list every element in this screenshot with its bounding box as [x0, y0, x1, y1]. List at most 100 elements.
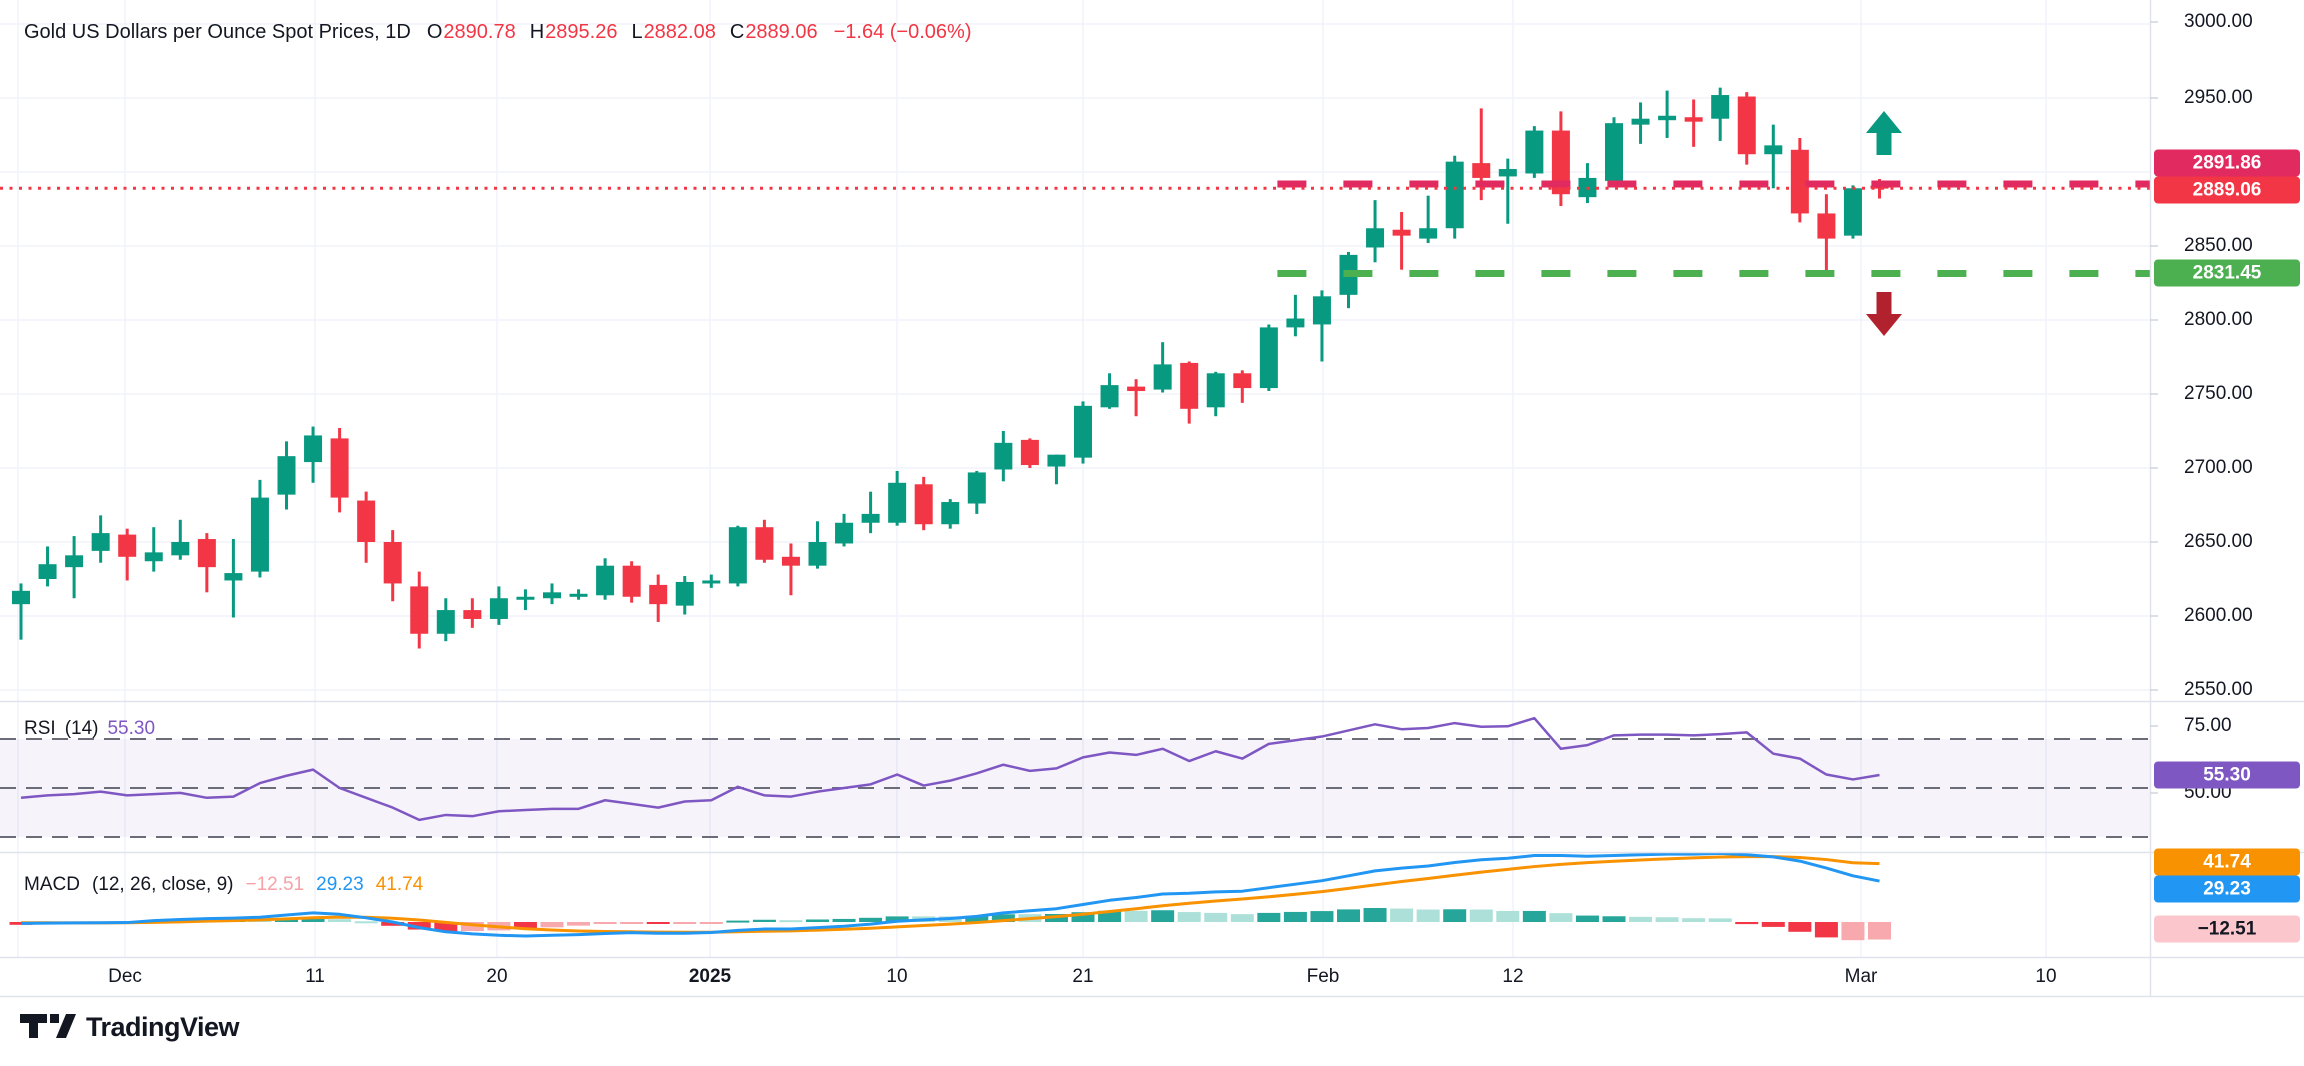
- time-axis-label: 10: [2035, 966, 2057, 987]
- candlestick: [1737, 96, 1756, 155]
- candlestick: [1472, 163, 1491, 178]
- macd-histogram-bar: [593, 922, 617, 924]
- candlestick: [277, 456, 296, 495]
- signal-arrow-down: [1866, 292, 1902, 336]
- candlestick: [781, 556, 800, 566]
- macd-histogram-bar: [513, 922, 537, 930]
- candlestick: [569, 593, 588, 597]
- candlestick: [728, 527, 747, 584]
- rsi-value-badge: 55.30: [2154, 761, 2300, 789]
- candlestick: [463, 610, 482, 619]
- macd-histogram-bar: [1071, 912, 1095, 922]
- candlestick: [1020, 439, 1039, 466]
- time-axis-label: Feb: [1306, 966, 1340, 987]
- candlestick: [755, 527, 774, 560]
- macd-histogram-bar: [1390, 908, 1414, 922]
- macd-histogram-bar: [779, 920, 803, 923]
- open-value: 2890.78: [443, 21, 516, 43]
- candlestick: [1366, 228, 1385, 248]
- change-value: −1.64 (−0.06%): [833, 21, 972, 43]
- macd-histogram-bar: [1496, 910, 1520, 922]
- macd-histogram-bar: [1735, 922, 1759, 925]
- candlestick: [1843, 188, 1862, 236]
- macd-histogram-bar: [806, 919, 829, 922]
- macd-histogram-bar: [752, 919, 776, 922]
- candlestick: [1206, 373, 1225, 408]
- macd-histogram-bar: [1761, 922, 1785, 927]
- macd-legend[interactable]: MACD (12, 26, close, 9) −12.51 29.23 41.…: [24, 874, 423, 896]
- macd-histogram-bar: [354, 921, 378, 924]
- candlestick: [1312, 296, 1331, 325]
- candlestick: [144, 552, 163, 562]
- macd-histogram-bar: [859, 917, 883, 922]
- time-axis-label: 20: [486, 966, 508, 987]
- candlestick: [702, 580, 721, 584]
- price-level-upper-badge: 2891.86: [2154, 149, 2300, 177]
- candlestick: [596, 565, 615, 596]
- ohlc-values: O 2890.78 H 2895.26 L 2882.08 C 2889.06: [427, 21, 818, 44]
- macd-histogram-bar: [1098, 910, 1122, 922]
- macd-signal-badge: 41.74: [2154, 848, 2300, 876]
- macd-histogram-bar: [965, 915, 989, 922]
- macd-histogram-bar: [1257, 912, 1281, 922]
- rsi-value: 55.30: [107, 718, 156, 739]
- macd-histogram-bar: [1337, 909, 1360, 922]
- chart-legend[interactable]: Gold US Dollars per Ounce Spot Prices, 1…: [24, 21, 971, 44]
- candlestick: [888, 482, 907, 523]
- candlestick: [1631, 118, 1650, 125]
- price-axis-label: 2600.00: [2184, 605, 2253, 626]
- candlestick: [91, 533, 110, 551]
- time-axis[interactable]: [0, 958, 2304, 997]
- price-axis-label: 2650.00: [2184, 531, 2253, 552]
- macd-histogram-bar: [1283, 911, 1307, 922]
- macd-histogram-bar: [1868, 922, 1891, 940]
- candlestick: [12, 590, 30, 605]
- candlestick: [1074, 405, 1092, 458]
- macd-histogram-bar: [1788, 922, 1812, 932]
- macd-signal-value: 41.74: [375, 874, 424, 895]
- macd-params: (12, 26, close, 9): [91, 874, 234, 895]
- macd-histogram-bar: [1151, 910, 1175, 922]
- macd-histogram-bar: [1549, 913, 1573, 922]
- macd-histogram-bar: [1416, 909, 1440, 922]
- low-label: L: [631, 21, 643, 43]
- macd-histogram-bar: [1629, 916, 1653, 922]
- macd-histogram-bar: [381, 922, 405, 926]
- price-axis-label: 2800.00: [2184, 309, 2253, 330]
- candlestick: [622, 565, 641, 597]
- price-axis-label: 3000.00: [2184, 11, 2253, 32]
- low-value: 2882.08: [643, 21, 716, 43]
- candlestick: [543, 592, 561, 599]
- candlestick: [1047, 454, 1066, 467]
- macd-histogram-bar: [699, 922, 723, 924]
- open-label: O: [426, 21, 443, 43]
- candlestick: [1525, 130, 1544, 174]
- price-axis-label: 2850.00: [2184, 235, 2253, 256]
- macd-histogram-bar: [1602, 916, 1626, 922]
- tradingview-logo[interactable]: TradingView: [20, 1012, 240, 1043]
- candlestick: [1445, 161, 1464, 229]
- candlestick: [330, 438, 349, 498]
- symbol-title: Gold US Dollars per Ounce Spot Prices, 1…: [24, 21, 411, 43]
- macd-histogram-bar: [567, 922, 591, 926]
- rsi-legend[interactable]: RSI (14) 55.30: [24, 718, 155, 740]
- candlestick: [38, 564, 57, 579]
- rsi-params: (14): [64, 718, 99, 739]
- candlestick: [250, 497, 269, 572]
- macd-histogram-bar: [1204, 912, 1228, 922]
- candlestick: [1180, 362, 1199, 409]
- candlestick: [675, 581, 694, 606]
- macd-histogram-bar: [434, 922, 458, 932]
- macd-histogram-bar: [1177, 912, 1201, 922]
- macd-histogram-bar: [540, 922, 564, 928]
- time-axis-label: Dec: [108, 966, 142, 987]
- candlestick: [1711, 95, 1730, 119]
- macd-histogram-bar: [832, 918, 856, 922]
- candlestick: [941, 502, 960, 525]
- price-axis-label: 2750.00: [2184, 383, 2253, 404]
- candlestick: [1684, 117, 1703, 122]
- candlestick: [171, 542, 190, 556]
- candlestick: [967, 472, 986, 504]
